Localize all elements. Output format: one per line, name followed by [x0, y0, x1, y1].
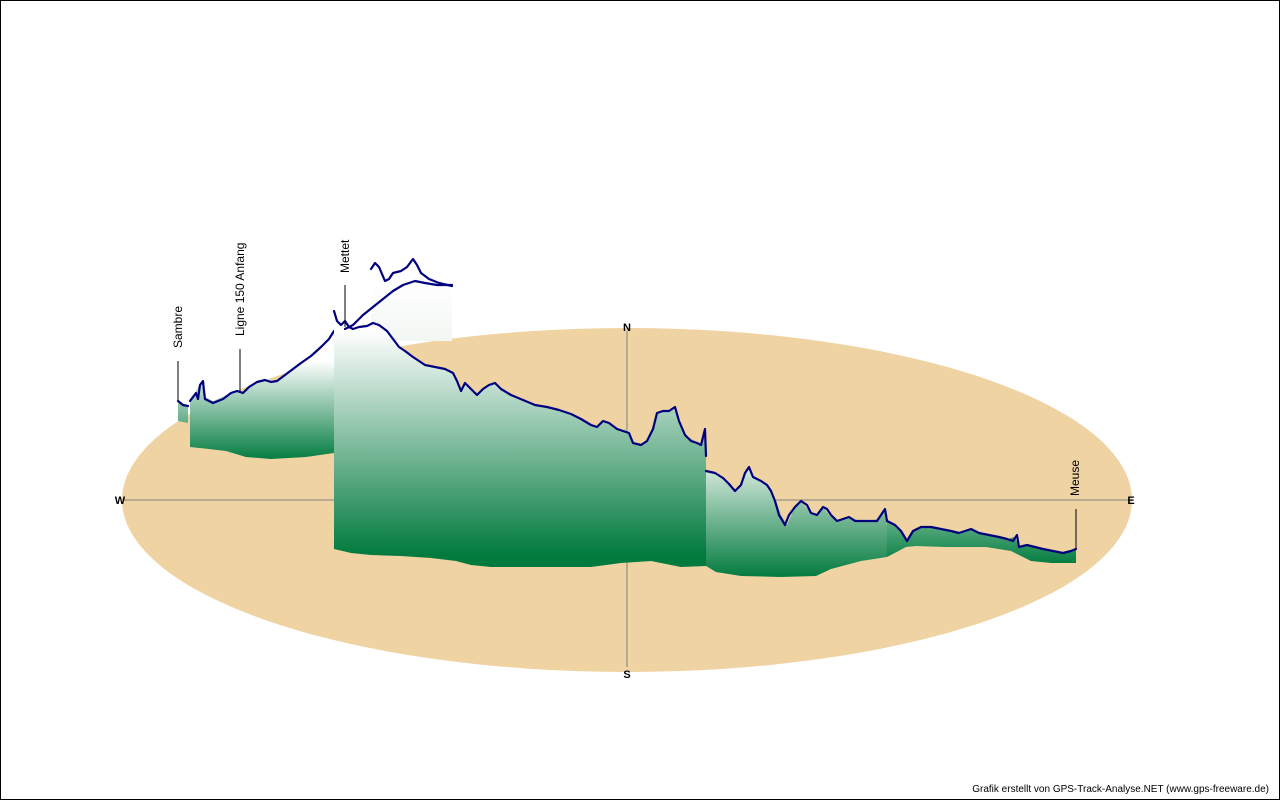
profile-line-right — [704, 465, 889, 527]
waypoint-sambre: Sambre — [171, 306, 185, 401]
compass-north: N — [623, 322, 631, 334]
profile-wall-left-2 — [190, 331, 334, 459]
profile-wall-back — [371, 259, 452, 341]
waypoint-label-meuse: Meuse — [1068, 460, 1082, 496]
profile-wall-right — [706, 469, 887, 577]
profile-wall-main — [334, 323, 706, 567]
profile-line-far-right — [885, 519, 1078, 555]
waypoint-mettet: Mettet — [338, 239, 352, 327]
compass-west: W — [115, 495, 126, 507]
waypoint-label-ligne-150-anfang: Ligne 150 Anfang — [233, 243, 247, 336]
profile-line-back — [369, 257, 454, 288]
profile-line-left — [176, 329, 336, 408]
profile-line-ridge — [343, 279, 454, 331]
profile-wall-far-right — [887, 521, 1076, 563]
waypoint-label-sambre: Sambre — [171, 306, 185, 348]
compass-south: S — [623, 669, 630, 681]
credit-text: Grafik erstellt von GPS-Track-Analyse.NE… — [972, 784, 1269, 795]
profile-line-main — [332, 309, 708, 458]
waypoint-label-mettet: Mettet — [338, 239, 352, 273]
waypoint-ligne-150-anfang: Ligne 150 Anfang — [233, 243, 247, 391]
compass-east: E — [1127, 495, 1134, 507]
waypoint-meuse: Meuse — [1068, 460, 1082, 549]
